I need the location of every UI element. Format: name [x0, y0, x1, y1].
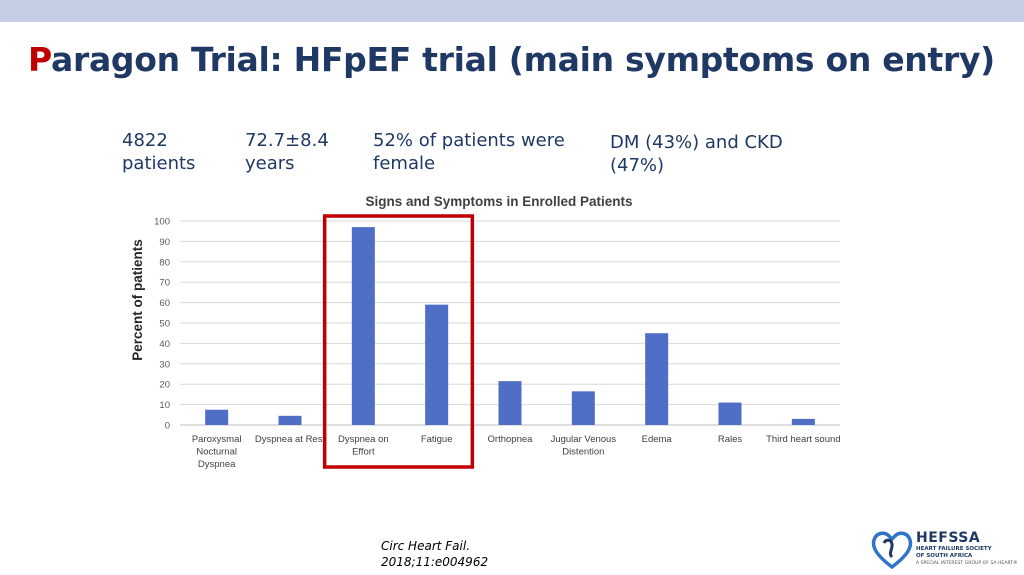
stat-age: 72.7±8.4 years — [245, 130, 329, 174]
y-tick-label: 70 — [159, 278, 170, 289]
x-tick-label: Dyspnea on Effort — [338, 434, 389, 458]
bar-chart: Signs and Symptoms in Enrolled Patients … — [130, 194, 841, 470]
y-tick-label: 90 — [159, 237, 170, 248]
highlight-box — [322, 214, 475, 469]
x-tick-label: Rales — [718, 434, 743, 445]
x-tick-label: Edema — [642, 434, 673, 445]
stat-female: 52% of patients were female — [373, 130, 565, 174]
y-tick-label: 0 — [165, 421, 170, 432]
x-tick-label: Orthopnea — [488, 434, 534, 445]
bar — [571, 391, 595, 425]
title-rest: aragon Trial: HFpEF trial (main symptoms… — [51, 40, 995, 79]
bar — [425, 304, 449, 425]
bar — [351, 227, 375, 425]
logo-tagline: A SPECIAL INTEREST GROUP OF SA HEART® — [916, 561, 1018, 566]
y-tick-label: 60 — [159, 298, 170, 309]
bar — [498, 381, 522, 425]
y-tick-label: 30 — [159, 359, 170, 370]
x-tick-label: Fatigue — [421, 434, 453, 445]
title-first-letter: P — [28, 40, 51, 79]
x-tick-label: Paroxysmal Nocturnal Dyspnea — [192, 434, 242, 470]
bar — [791, 418, 815, 425]
bar — [645, 333, 669, 425]
y-tick-labels: 0 10 20 30 40 50 60 70 80 90 100 — [154, 217, 170, 432]
logo-subtitle: HEART FAILURE SOCIETY OF SOUTH AFRICA — [916, 546, 992, 559]
citation: Circ Heart Fail. 2018;11:e004962 — [381, 539, 489, 569]
heart-logo-icon — [871, 531, 913, 570]
y-tick-label: 10 — [159, 400, 170, 411]
bars — [205, 227, 815, 425]
top-band — [0, 0, 1024, 22]
bar — [205, 409, 229, 425]
stat-dm-ckd: DM (43%) and CKD (47%) — [610, 132, 783, 176]
y-axis-label: Percent of patients — [130, 239, 145, 361]
x-tick-label: Dyspnea at Rest — [255, 434, 326, 445]
y-tick-label: 20 — [159, 380, 170, 391]
logo-name: HEFSSA — [916, 530, 981, 546]
x-tick-labels: Paroxysmal Nocturnal Dyspnea Dyspnea at Res… — [192, 434, 841, 470]
slide-title: Paragon Trial: HFpEF trial (main symptom… — [28, 40, 995, 79]
y-tick-label: 100 — [154, 217, 170, 228]
y-tick-label: 50 — [159, 319, 170, 330]
grid-lines — [180, 220, 840, 426]
stat-patients: 4822 patients — [122, 130, 196, 174]
x-tick-label: Third heart sound — [766, 434, 840, 445]
hefssa-logo: HEFSSA HEART FAILURE SOCIETY OF SOUTH AF… — [870, 527, 1020, 573]
y-tick-label: 40 — [159, 339, 170, 350]
y-tick-label: 80 — [159, 257, 170, 268]
chart-title: Signs and Symptoms in Enrolled Patients — [365, 194, 632, 209]
bar — [718, 402, 742, 425]
bar — [278, 415, 302, 425]
x-tick-label: Jugular Venous Distention — [551, 434, 617, 458]
